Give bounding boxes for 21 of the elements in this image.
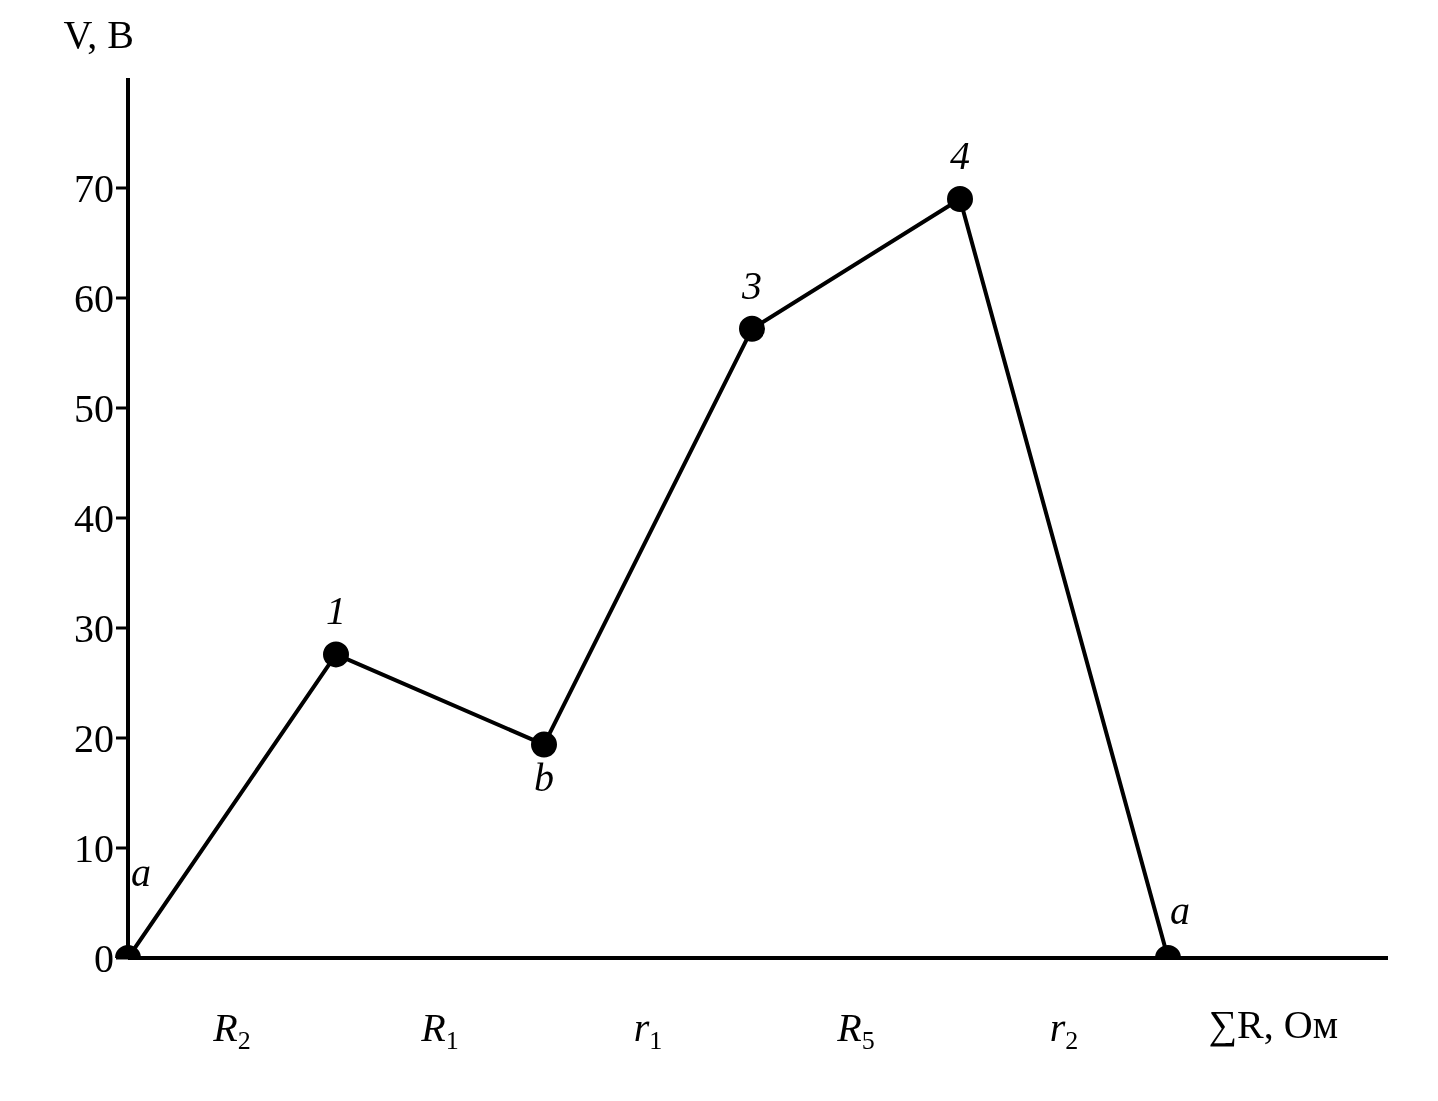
annotation: 1 [326, 588, 346, 634]
x-tick-label: R$_{5}$ [836, 1005, 875, 1055]
x-tick-label: R$_{2}$ [212, 1005, 251, 1055]
annotation: a [131, 850, 151, 895]
annotation: b [534, 754, 554, 800]
y-tick-label: 40 [74, 496, 114, 542]
annotation: a [1170, 888, 1190, 933]
annotation: 4 [950, 133, 970, 178]
y-tick-label: 20 [74, 716, 114, 762]
annotation: 3 [741, 262, 762, 308]
y-tick-label: 0 [94, 936, 114, 982]
y-axis-title: V, В [63, 12, 134, 57]
y-tick-label: 50 [74, 386, 114, 432]
x-axis-title: ∑R, Ом [1208, 1002, 1338, 1047]
x-tick-label: r$_{2}$ [1049, 1005, 1079, 1055]
x-tick-label: R$_{1}$ [420, 1005, 459, 1055]
y-tick-label: 60 [74, 276, 114, 322]
y-tick-label: 10 [74, 826, 114, 872]
y-tick-label: 30 [74, 606, 114, 652]
y-tick-label: 70 [74, 166, 114, 212]
x-tick-label: r$_{1}$ [633, 1005, 663, 1055]
